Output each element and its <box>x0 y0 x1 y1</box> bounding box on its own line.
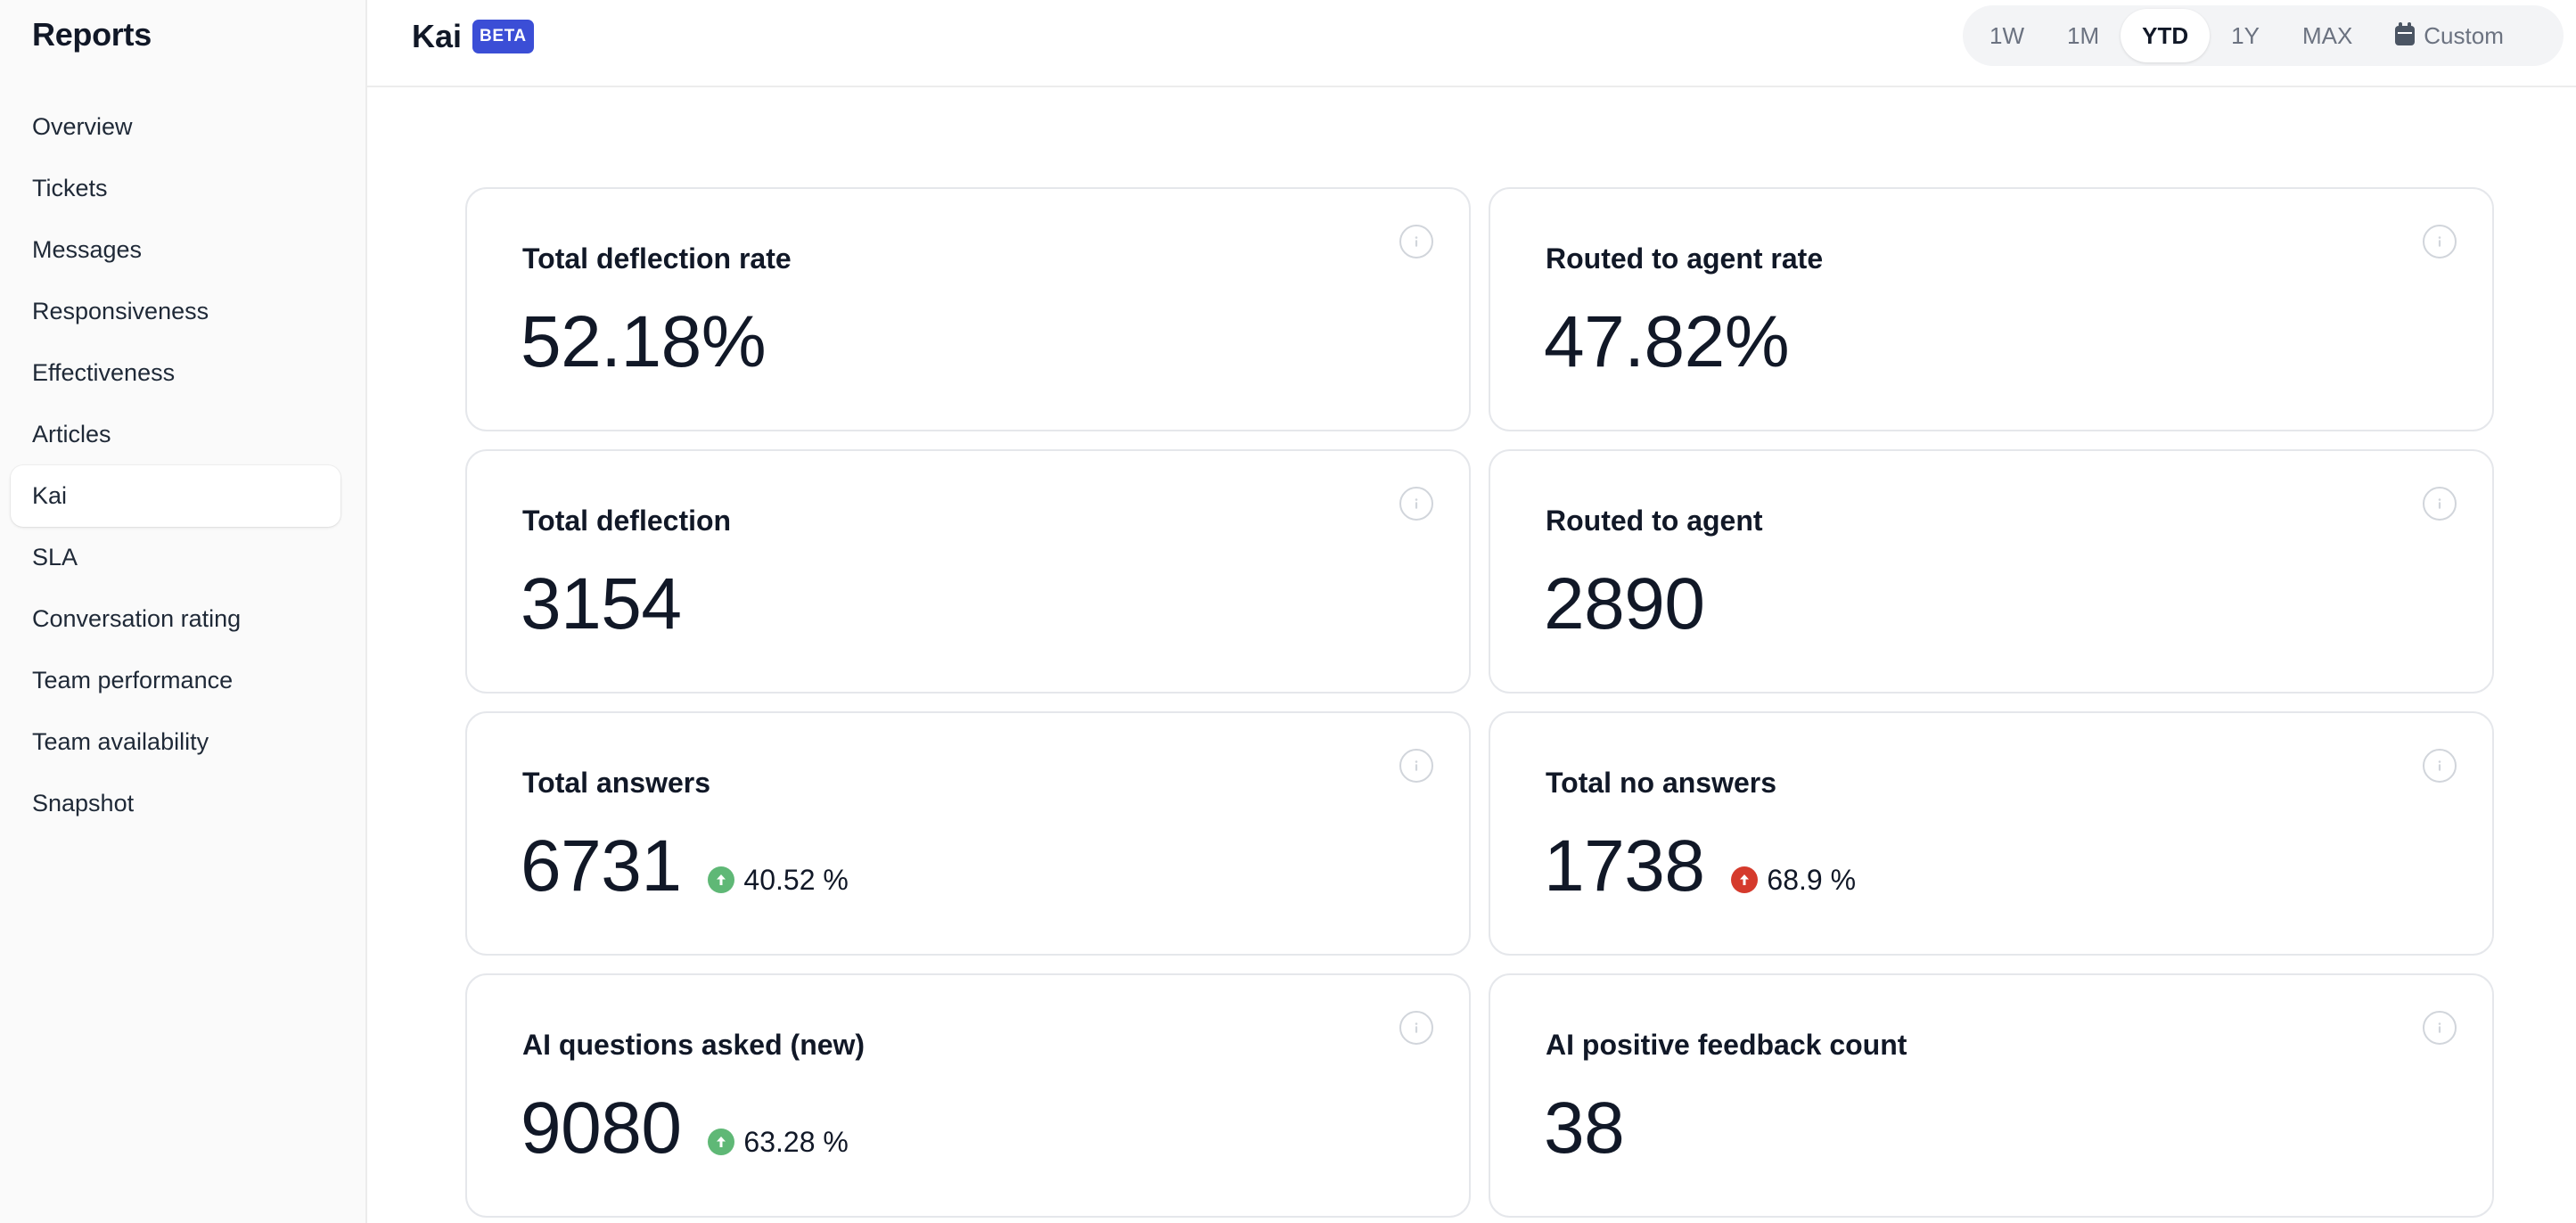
info-icon[interactable] <box>1399 749 1433 783</box>
metric-card-routed-to-agent-rate: Routed to agent rate 47.82% <box>1489 187 2494 431</box>
sidebar-title: Reports <box>32 16 152 53</box>
metric-card-total-no-answers: Total no answers 1738 68.9 % <box>1489 711 2494 956</box>
info-glyph <box>2438 1022 2441 1033</box>
metric-title: Routed to agent rate <box>1546 242 1824 275</box>
metric-card-ai-questions-asked: AI questions asked (new) 9080 63.28 % <box>465 973 1471 1218</box>
range-1w-button[interactable]: 1W <box>1989 21 2024 49</box>
info-glyph <box>1415 236 1418 247</box>
range-ytd-button[interactable]: YTD <box>2121 9 2211 62</box>
range-1m-button[interactable]: 1M <box>2067 21 2100 49</box>
info-glyph <box>2438 760 2441 771</box>
metric-card-routed-to-agent: Routed to agent 2890 <box>1489 449 2494 694</box>
info-glyph <box>1415 498 1418 509</box>
metric-title: Total answers <box>522 767 711 799</box>
date-range-selector: 1W 1M YTD 1Y MAX Custom <box>1963 5 2564 66</box>
metric-value: 3154 <box>521 563 682 644</box>
metric-value-row: 2890 <box>1544 560 1705 649</box>
info-icon[interactable] <box>2423 225 2457 259</box>
sidebar: Reports Overview Tickets Messages Respon… <box>0 0 367 1223</box>
range-custom-button[interactable]: Custom <box>2374 9 2525 62</box>
sidebar-nav: Overview Tickets Messages Responsiveness… <box>11 96 340 834</box>
info-glyph <box>2438 236 2441 247</box>
metric-value-row: 47.82% <box>1544 298 1790 387</box>
sidebar-item-kai[interactable]: Kai <box>11 465 340 527</box>
info-icon[interactable] <box>2423 749 2457 783</box>
beta-badge: BETA <box>472 20 534 53</box>
page-title-text: Kai <box>412 18 463 54</box>
metric-value-row: 3154 <box>521 560 682 649</box>
metric-title: Routed to agent <box>1546 505 1763 537</box>
metric-value: 2890 <box>1544 563 1705 644</box>
sidebar-item-articles[interactable]: Articles <box>32 421 111 447</box>
sidebar-item-messages[interactable]: Messages <box>32 236 143 263</box>
metrics-grid: Total deflection rate 52.18% Routed to a… <box>465 187 2494 1218</box>
metric-delta: 68.9 % <box>1731 864 1856 897</box>
sidebar-item-conversation-rating[interactable]: Conversation rating <box>32 605 242 632</box>
info-glyph <box>2438 498 2441 509</box>
metric-value-row: 9080 63.28 % <box>521 1084 849 1173</box>
arrow-up-circle-icon <box>1731 866 1759 893</box>
metric-value-row: 52.18% <box>521 298 767 387</box>
sidebar-item-responsiveness[interactable]: Responsiveness <box>32 298 209 324</box>
metric-card-total-answers: Total answers 6731 40.52 % <box>465 711 1471 956</box>
metric-delta-text: 68.9 % <box>1767 863 1857 896</box>
metric-title: AI positive feedback count <box>1546 1029 1907 1061</box>
metric-card-ai-positive-feedback-count: AI positive feedback count 38 <box>1489 973 2494 1218</box>
metric-value: 6731 <box>521 825 682 907</box>
sidebar-item-effectiveness[interactable]: Effectiveness <box>32 359 176 386</box>
arrow-up-circle-icon <box>708 1129 735 1155</box>
range-1y-button[interactable]: 1Y <box>2231 21 2260 49</box>
metric-delta-text: 63.28 % <box>743 1125 849 1158</box>
top-bar: Kai BETA 1W 1M YTD 1Y MAX Custom <box>367 0 2576 87</box>
sidebar-item-team-availability[interactable]: Team availability <box>32 728 209 755</box>
metric-card-total-deflection: Total deflection 3154 <box>465 449 1471 694</box>
info-icon[interactable] <box>1399 225 1433 259</box>
calendar-icon <box>2395 22 2416 45</box>
info-glyph <box>1415 1022 1418 1033</box>
metric-value-row: 1738 68.9 % <box>1544 822 1856 911</box>
metric-value: 38 <box>1544 1088 1625 1169</box>
metric-value: 9080 <box>521 1088 682 1169</box>
sidebar-item-snapshot[interactable]: Snapshot <box>32 790 135 817</box>
metric-card-total-deflection-rate: Total deflection rate 52.18% <box>465 187 1471 431</box>
sidebar-item-tickets[interactable]: Tickets <box>32 175 108 201</box>
metric-value: 1738 <box>1544 825 1705 907</box>
metric-title: AI questions asked (new) <box>522 1029 866 1061</box>
metric-title: Total deflection <box>522 505 732 537</box>
info-glyph <box>1415 760 1418 771</box>
metric-value-row: 38 <box>1544 1084 1625 1173</box>
metric-delta: 63.28 % <box>708 1125 849 1159</box>
sidebar-item-overview[interactable]: Overview <box>32 113 133 140</box>
arrow-up-circle-icon <box>708 866 735 893</box>
range-custom-label: Custom <box>2424 21 2504 49</box>
sidebar-item-sla[interactable]: SLA <box>32 544 78 570</box>
metric-title: Total no answers <box>1546 767 1777 799</box>
range-max-button[interactable]: MAX <box>2301 21 2353 49</box>
info-icon[interactable] <box>2423 487 2457 521</box>
metric-value: 52.18% <box>521 301 767 382</box>
page-title: Kai BETA <box>412 18 534 55</box>
info-icon[interactable] <box>1399 487 1433 521</box>
metric-delta: 40.52 % <box>708 863 849 897</box>
metric-value: 47.82% <box>1544 301 1790 382</box>
info-icon[interactable] <box>2423 1011 2457 1045</box>
metric-value-row: 6731 40.52 % <box>521 822 849 911</box>
metric-title: Total deflection rate <box>522 242 792 275</box>
sidebar-item-team-performance[interactable]: Team performance <box>32 667 234 694</box>
metric-delta-text: 40.52 % <box>743 863 849 896</box>
info-icon[interactable] <box>1399 1011 1433 1045</box>
